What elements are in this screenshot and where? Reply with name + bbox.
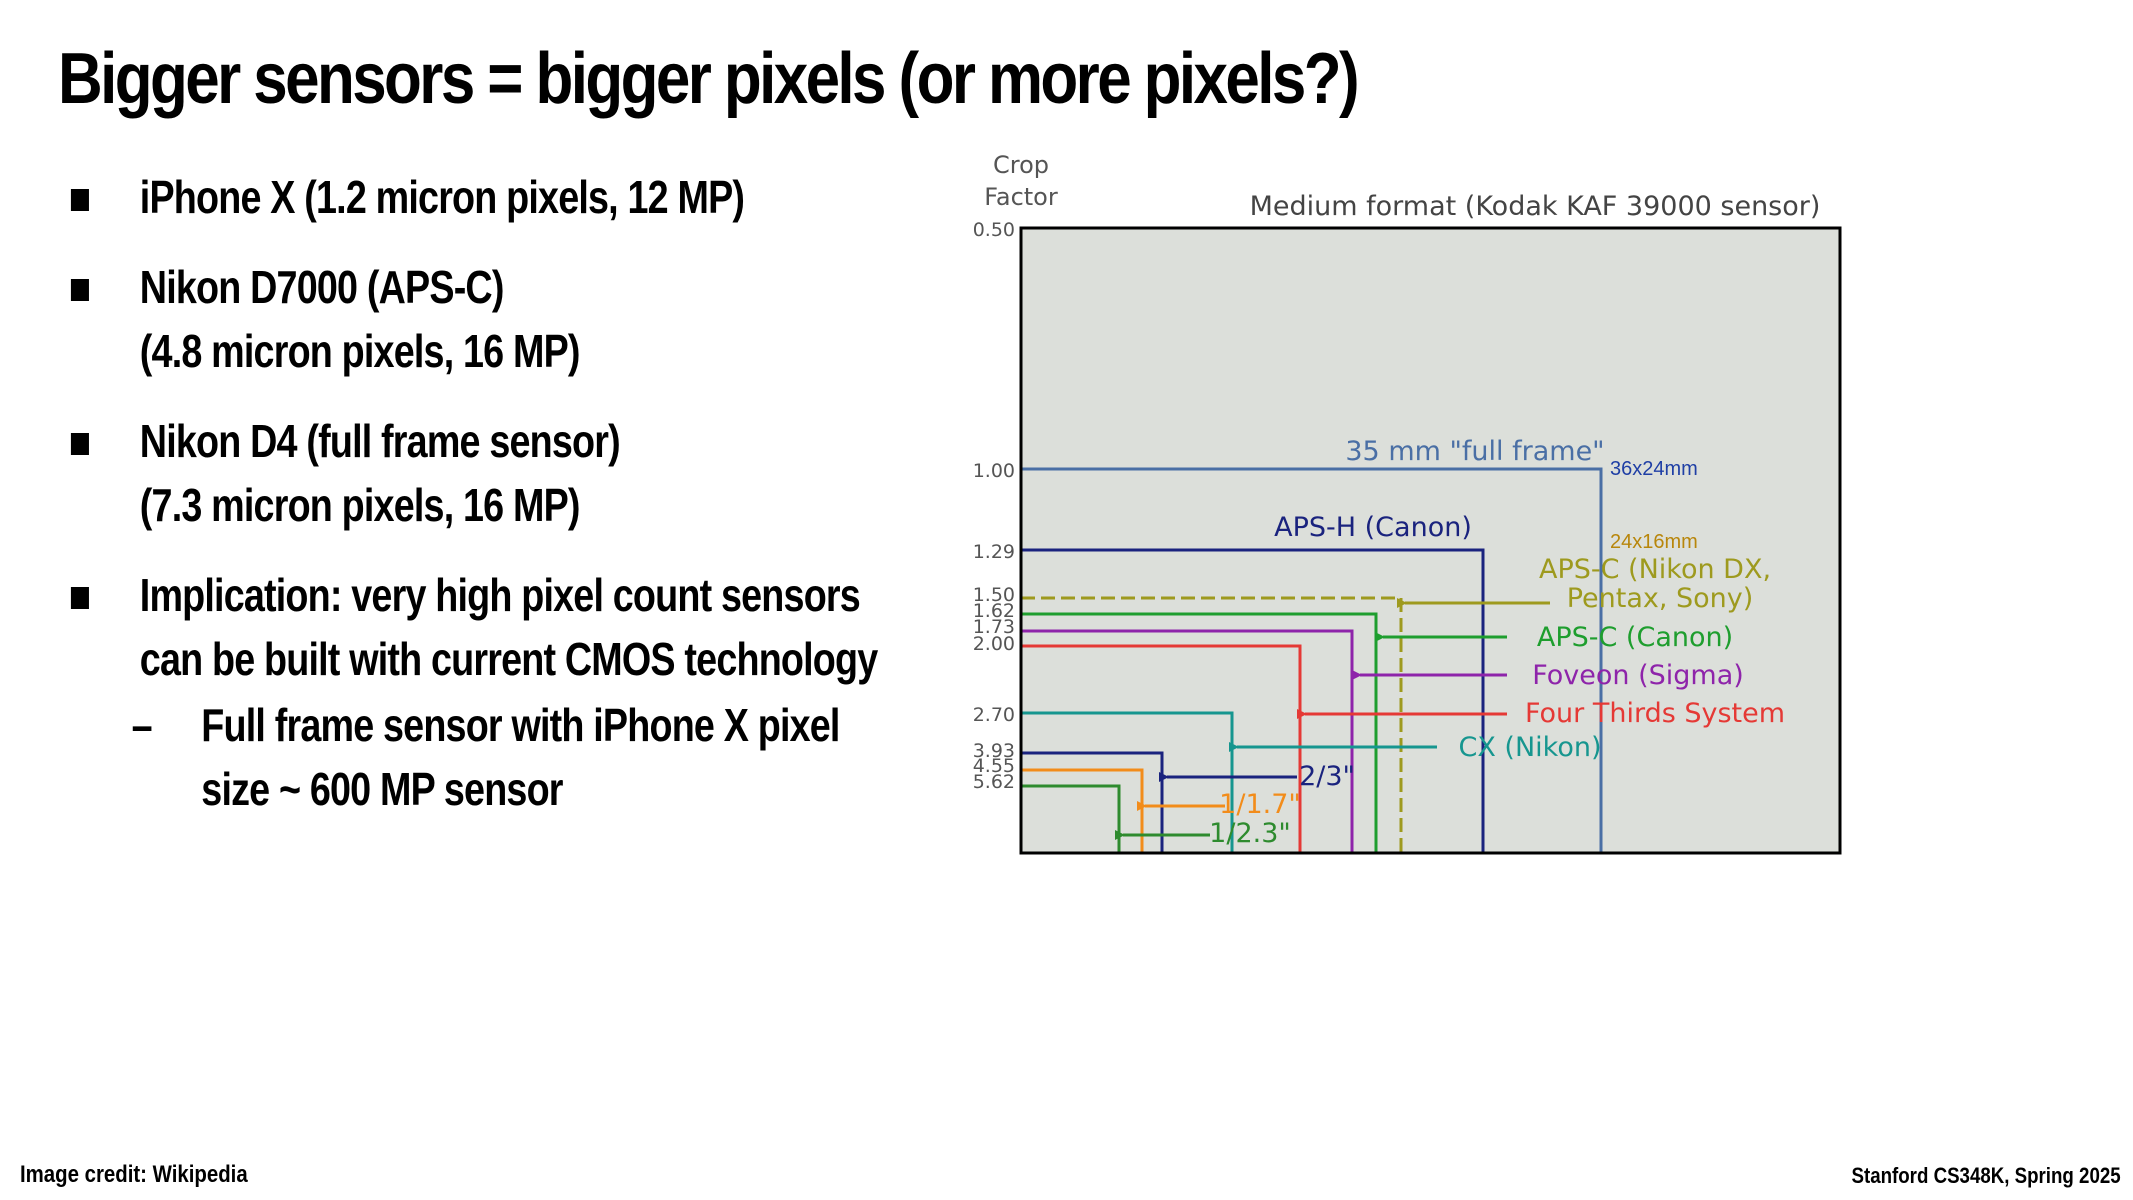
sensor-size-diagram: Crop Factor 0.50 1.00 1.29 1.50 1.62 1.73 2.00…	[955, 140, 1855, 870]
medium-format-rect	[1019, 226, 1842, 855]
sensor-label: APS-C (Canon)	[1537, 622, 1733, 653]
tick-label: 4.55	[973, 755, 1015, 777]
slide-title: Bigger sensors = bigger pixels (or more …	[58, 39, 1360, 119]
bullet-square-icon	[70, 433, 89, 455]
sensor-outline	[1021, 467, 1603, 853]
bullet-d4: Nikon D4 (full frame sensor) (7.3 micron…	[66, 409, 968, 537]
bullet-text: iPhone X (1.2 micron pixels, 12 MP)	[139, 171, 745, 223]
crop-factor-ticks: 0.50 1.00 1.29 1.501.621.732.00 2.70 3.934.55…	[973, 219, 1015, 793]
sensor-outline	[1021, 612, 1378, 853]
tick-label: 1.73	[973, 616, 1015, 638]
bullet-square-icon	[70, 587, 89, 609]
sensor-label: 35 mm "full frame"	[1345, 436, 1604, 467]
tick-label: 0.50	[973, 219, 1015, 241]
sensor-outline	[1021, 768, 1144, 853]
bullet-text: Nikon D4 (full frame sensor)	[139, 415, 621, 467]
sensor-label: 2/3"	[1299, 761, 1355, 792]
sub-bullet-text: size ~ 600 MP sensor	[201, 763, 563, 815]
sensor-outline	[1021, 548, 1485, 853]
bullet-text: (4.8 micron pixels, 16 MP)	[139, 325, 581, 377]
axis-label-factor: Factor	[984, 183, 1058, 211]
full-frame-dimension: 36x24mm	[1610, 458, 1698, 480]
tick-label: 2.00	[973, 633, 1015, 655]
bullet-d7000: Nikon D7000 (APS-C) (4.8 micron pixels, …	[66, 255, 968, 383]
tick-label: 3.93	[973, 740, 1015, 762]
sensor-outline	[1021, 644, 1302, 853]
tick-label: 2.70	[973, 704, 1015, 726]
tick-label: 1.00	[973, 460, 1015, 482]
sensor-label: Foveon (Sigma)	[1532, 660, 1744, 691]
sensor-labels: Medium format (Kodak KAF 39000 sensor) 36…	[1115, 191, 1821, 849]
bullet-square-icon	[70, 279, 89, 301]
sub-bullet-dash: –	[131, 699, 153, 751]
bullet-text: (7.3 micron pixels, 16 MP)	[139, 479, 581, 531]
medium-format-label: Medium format (Kodak KAF 39000 sensor)	[1250, 191, 1821, 222]
bullet-list: iPhone X (1.2 micron pixels, 12 MP) Niko…	[66, 165, 968, 821]
bullet-text: can be built with current CMOS technolog…	[139, 633, 878, 685]
sensor-size-svg: Crop Factor 0.50 1.00 1.29 1.501.621.732.00…	[973, 151, 1842, 855]
sensor-outline	[1021, 629, 1354, 853]
sensor-label-line2: Pentax, Sony)	[1567, 583, 1754, 614]
bullet-iphone: iPhone X (1.2 micron pixels, 12 MP)	[66, 165, 968, 229]
tick-label: 1.62	[973, 600, 1015, 622]
sensor-label: 1/2.3"	[1209, 818, 1291, 849]
axis-label-crop: Crop	[993, 151, 1049, 179]
sensor-label: APS-H (Canon)	[1274, 512, 1472, 543]
bullet-square-icon	[70, 189, 89, 211]
sensor-label: 1/1.7"	[1219, 789, 1301, 820]
sensor-label: APS-C (Nikon DX,	[1539, 554, 1771, 585]
sensor-outlines	[1019, 226, 1842, 855]
course-credit: Stanford CS348K, Spring 2025	[1851, 1163, 2121, 1188]
apsc-dimension: 24x16mm	[1610, 531, 1698, 553]
bullet-text: Implication: very high pixel count senso…	[139, 569, 861, 621]
tick-label: 1.29	[973, 541, 1015, 563]
sensor-outline	[1021, 751, 1164, 853]
sensor-label: Four Thirds System	[1525, 698, 1785, 729]
sensor-label: CX (Nikon)	[1458, 732, 1601, 763]
bullet-text: Nikon D7000 (APS-C)	[139, 261, 505, 313]
bullet-implication: Implication: very high pixel count senso…	[66, 563, 968, 691]
tick-label: 5.62	[973, 771, 1015, 793]
sensor-outline	[1021, 711, 1234, 853]
sub-bullet: – Full frame sensor with iPhone X pixel …	[66, 693, 968, 821]
tick-label: 1.50	[973, 584, 1015, 606]
image-credit: Image credit: Wikipedia	[20, 1161, 248, 1188]
sub-bullet-text: Full frame sensor with iPhone X pixel	[201, 699, 840, 751]
